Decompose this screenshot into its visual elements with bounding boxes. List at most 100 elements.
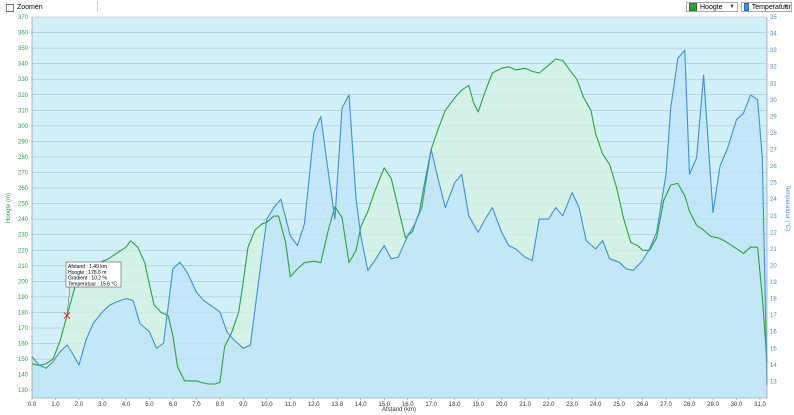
- right-tick-label: 33: [770, 48, 777, 54]
- elevation-swatch-icon: [689, 3, 697, 11]
- tooltip-line: Afstand : 1.49 km: [68, 264, 107, 270]
- right-tick-label: 15: [770, 346, 777, 352]
- left-tick-label: 130: [18, 388, 29, 394]
- x-tick-label: 20.0: [496, 402, 508, 408]
- x-tick-label: 8.0: [216, 402, 225, 408]
- x-tick-label: 22.0: [543, 402, 555, 408]
- right-tick-label: 25: [770, 181, 777, 187]
- right-tick-label: 23: [770, 214, 777, 220]
- left-tick-label: 340: [18, 62, 29, 68]
- right-axis-title: Temperatuur (°C): [784, 185, 790, 231]
- left-tick-label: 190: [18, 295, 29, 301]
- x-tick-label: 14.0: [355, 402, 367, 408]
- left-tick-label: 270: [18, 171, 29, 177]
- x-tick-label: 26.0: [637, 402, 649, 408]
- x-tick-label: 13.0: [331, 402, 343, 408]
- tooltip-line: Temperatuur : 15.6 °C: [68, 281, 117, 287]
- series-lines: [31, 49, 768, 385]
- x-tick-label: 0.0: [28, 402, 37, 408]
- left-tick-label: 360: [18, 31, 29, 37]
- elevation-line: [31, 58, 768, 385]
- left-tick-label: 320: [18, 93, 29, 99]
- x-tick-label: 12.0: [308, 402, 320, 408]
- zoom-label: Zoomen: [17, 4, 43, 11]
- right-tick-label: 24: [770, 197, 777, 203]
- temperature-swatch-icon: [744, 3, 749, 11]
- x-axis-ticks: 0.0 1.0 2.0 3.0 4.0 5.0 6.0 7.0 8.0 9.0 10.0 11.0 12…: [28, 398, 766, 408]
- temperature-area: [32, 50, 767, 398]
- right-tick-label: 27: [770, 148, 777, 154]
- x-tick-label: 15.0: [378, 402, 390, 408]
- chart-toolbar: Zoomen Hoogte ▼ Temperatuur ▼: [0, 0, 794, 14]
- right-tick-label: 29: [770, 114, 777, 120]
- x-tick-label: 7.0: [192, 402, 201, 408]
- axes: [31, 17, 768, 399]
- x-tick-label: 4.0: [122, 402, 131, 408]
- left-tick-label: 300: [18, 124, 29, 130]
- x-tick-label: 17.0: [425, 402, 437, 408]
- left-tick-label: 230: [18, 233, 29, 239]
- x-tick-label: 24.0: [590, 402, 602, 408]
- left-tick-label: 210: [18, 264, 29, 270]
- left-axis-select[interactable]: Hoogte ▼: [686, 2, 738, 12]
- x-tick-label: 11.0: [285, 402, 297, 408]
- right-axis-ticks: 13 14 15 16 17 18 19 20 21 22 23 24 25 26 27 28 29 30 31 32…: [770, 15, 777, 385]
- tooltip-pointer: [66, 286, 71, 316]
- x-tick-label: 31.0: [754, 402, 766, 408]
- chevron-down-icon: ▼: [783, 4, 789, 10]
- x-tick-label: 9.0: [239, 402, 248, 408]
- right-tick-label: 16: [770, 330, 777, 336]
- x-tick-label: 16.0: [402, 402, 414, 408]
- right-tick-label: 35: [770, 15, 777, 21]
- left-tick-label: 170: [18, 326, 29, 332]
- x-tick-label: 30.0: [731, 402, 743, 408]
- zoom-checkbox-icon[interactable]: [6, 3, 14, 12]
- x-tick-label: 25.0: [613, 402, 625, 408]
- x-tick-label: 28.0: [684, 402, 696, 408]
- left-tick-label: 150: [18, 357, 29, 363]
- left-tick-label: 290: [18, 139, 29, 145]
- x-tick-label: 29.0: [707, 402, 719, 408]
- tooltip-line: Gradient : 10.2 %: [68, 276, 107, 282]
- tooltip-line: Hoogte : 178.6 m: [68, 270, 106, 276]
- left-tick-label: 280: [18, 155, 29, 161]
- tooltip-box: [65, 261, 122, 288]
- right-tick-label: 21: [770, 247, 777, 253]
- left-tick-label: 310: [18, 108, 29, 114]
- x-tick-label: 6.0: [169, 402, 178, 408]
- right-axis-select-label: Temperatuur: [751, 3, 791, 11]
- chevron-down-icon: ▼: [729, 4, 735, 10]
- left-tick-label: 370: [18, 15, 29, 21]
- x-tick-label: 18.0: [449, 402, 461, 408]
- right-tick-label: 31: [770, 81, 777, 87]
- left-axis-ticks: 130 140 150 160 170 180 190 200 210 220 230 240 250 2…: [18, 15, 29, 394]
- temperature-line: [31, 49, 768, 385]
- left-tick-label: 350: [18, 46, 29, 52]
- right-tick-label: 26: [770, 164, 777, 170]
- x-tick-label: 19.0: [472, 402, 484, 408]
- x-tick-label: 5.0: [145, 402, 154, 408]
- x-tick-label: 21.0: [519, 402, 531, 408]
- toolbar-divider: [97, 1, 98, 12]
- left-tick-label: 220: [18, 248, 29, 254]
- x-tick-label: 2.0: [75, 402, 84, 408]
- left-tick-label: 250: [18, 202, 29, 208]
- right-tick-label: 20: [770, 263, 777, 269]
- left-tick-label: 200: [18, 279, 29, 285]
- right-tick-label: 32: [770, 65, 777, 71]
- x-tick-label: 23.0: [566, 402, 578, 408]
- series-areas: [32, 50, 767, 398]
- right-tick-label: 18: [770, 297, 777, 303]
- left-tick-label: 330: [18, 77, 29, 83]
- left-tick-label: 140: [18, 373, 29, 379]
- zoom-toggle[interactable]: Zoomen: [6, 2, 43, 13]
- right-axis-select[interactable]: Temperatuur ▼: [741, 2, 792, 12]
- right-tick-label: 28: [770, 131, 777, 137]
- x-tick-label: 1.0: [51, 402, 60, 408]
- left-axis-title: Hoogte (m): [6, 193, 12, 223]
- x-tick-label: 10.0: [261, 402, 273, 408]
- right-tick-label: 17: [770, 313, 777, 319]
- left-tick-label: 160: [18, 342, 29, 348]
